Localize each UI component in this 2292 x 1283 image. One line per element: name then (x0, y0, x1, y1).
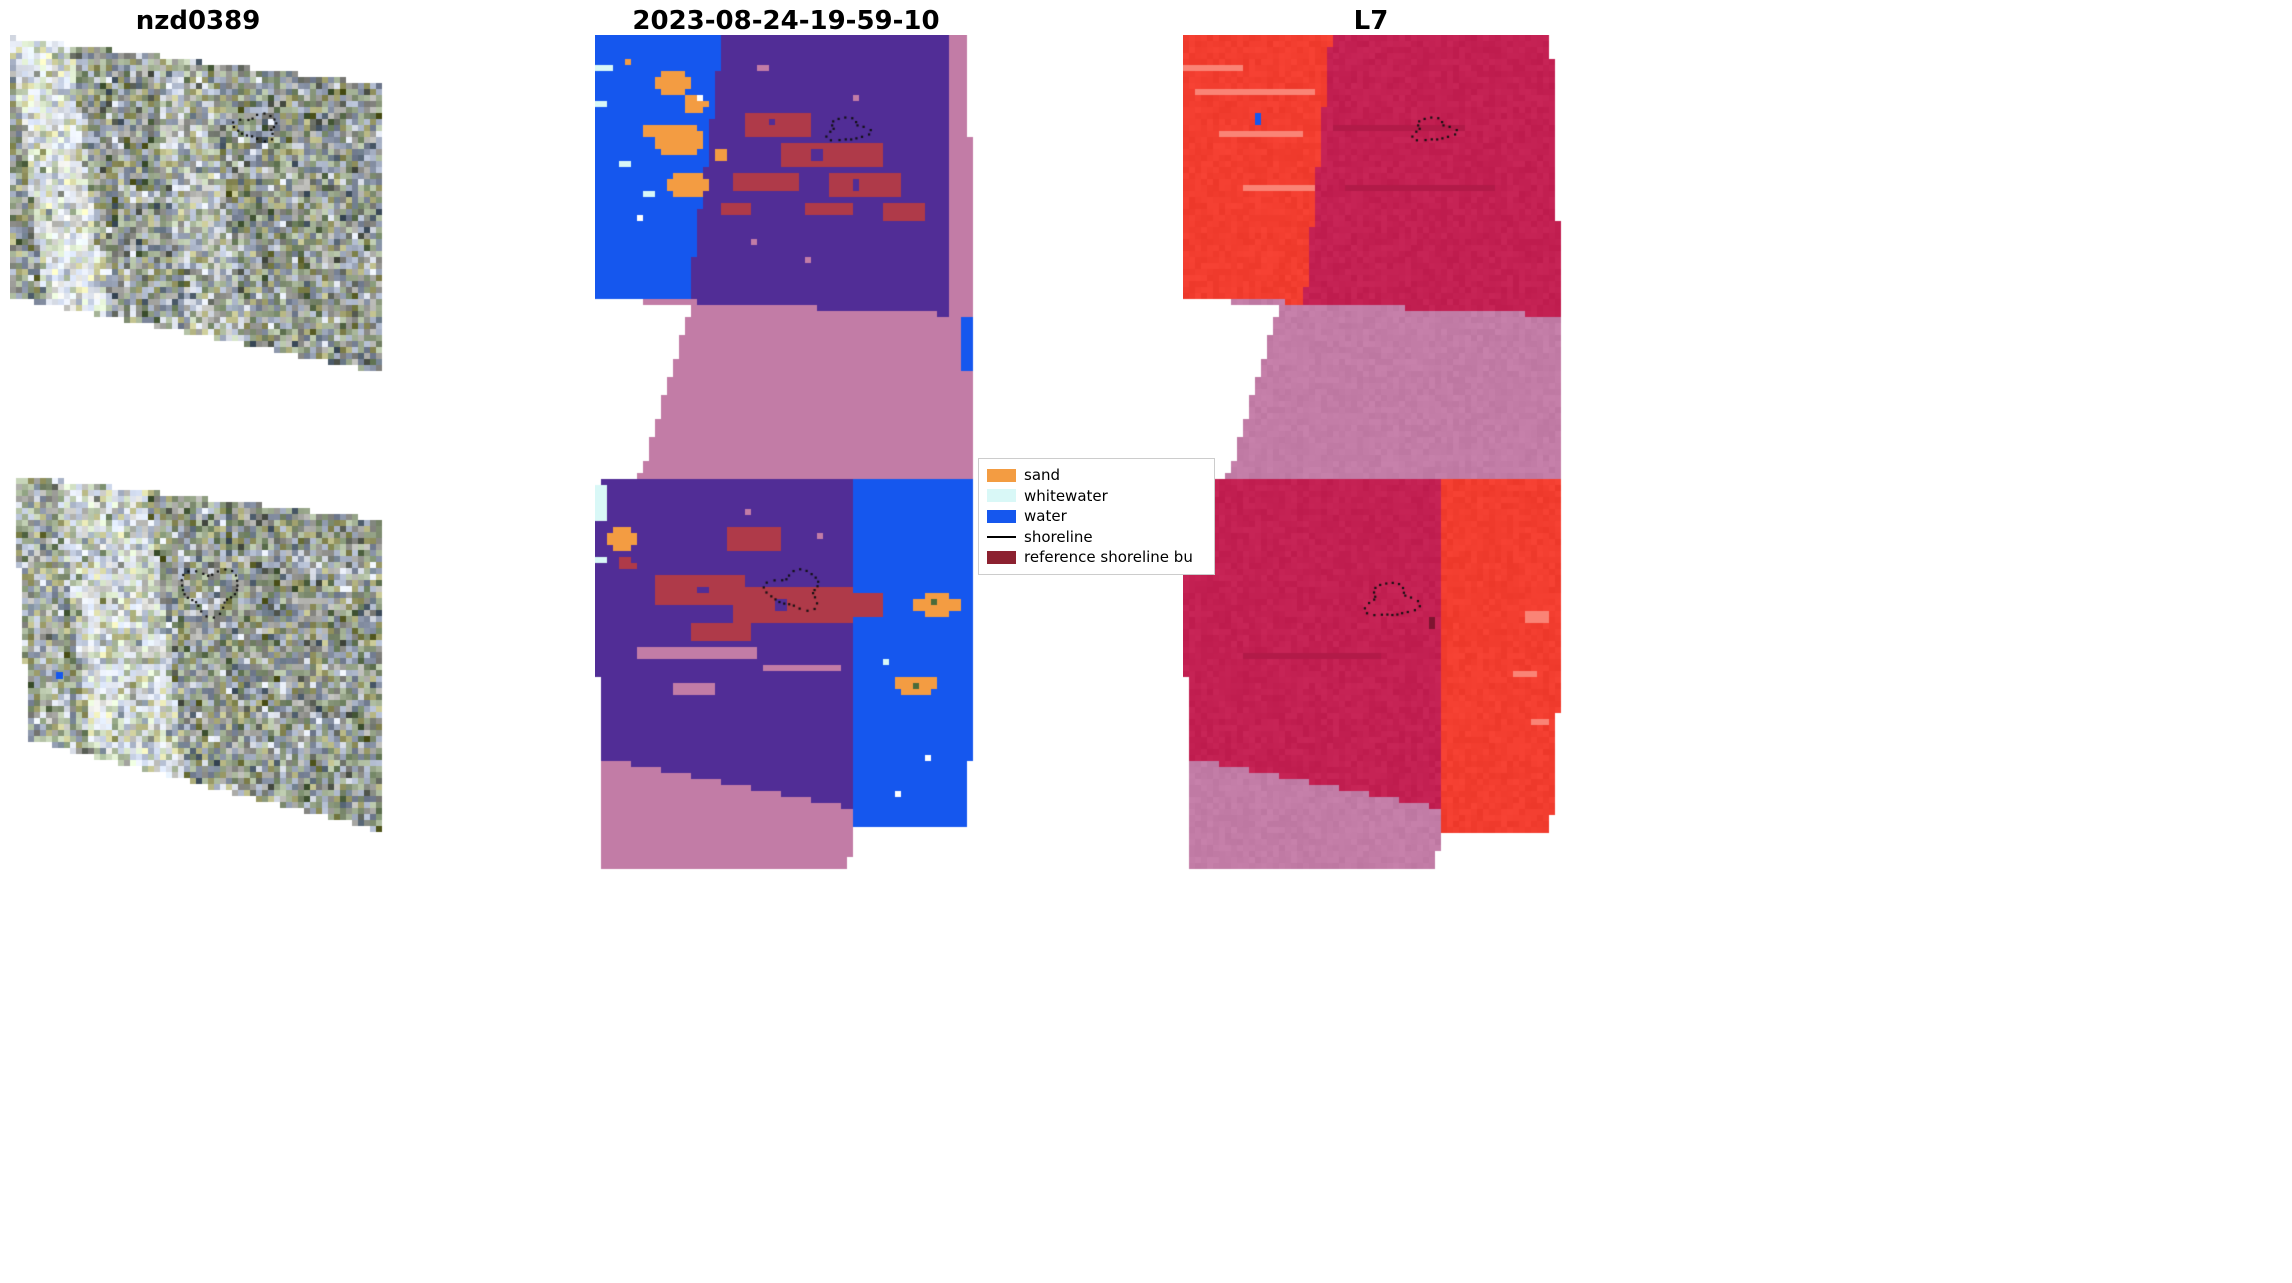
satellite-image-bottom-left (10, 472, 390, 840)
legend-item-water: water (987, 506, 1214, 527)
sand-swatch (987, 468, 1016, 482)
legend-label-whitewater: whitewater (1024, 486, 1108, 505)
panel-title-right: L7 (1353, 6, 1389, 36)
legend-item-sand: sand (987, 465, 1214, 486)
shoreline-line-swatch (987, 535, 1016, 538)
legend-label-shoreline: shoreline (1024, 527, 1093, 546)
legend-item-whitewater: whitewater (987, 486, 1214, 507)
whitewater-swatch (987, 489, 1016, 503)
reference-shoreline-buffer-swatch (987, 550, 1016, 564)
panel-title-left: nzd0389 (135, 6, 261, 36)
landsat7-scene-image (1183, 35, 1568, 875)
legend-label-water: water (1024, 507, 1067, 526)
legend-label-sand: sand (1024, 466, 1061, 485)
legend-label-reference-shoreline-buffer: reference shoreline bu (1024, 548, 1193, 567)
water-swatch (987, 509, 1016, 523)
legend-item-shoreline: shoreline (987, 527, 1214, 548)
satellite-image-top-left (10, 35, 390, 383)
legend-item-reference-shoreline-buffer: reference shoreline bu (987, 547, 1214, 568)
legend: sand whitewater water shoreline referenc… (978, 458, 1215, 575)
panel-title-middle: 2023-08-24-19-59-10 (632, 6, 940, 36)
classified-scene-image (595, 35, 980, 875)
